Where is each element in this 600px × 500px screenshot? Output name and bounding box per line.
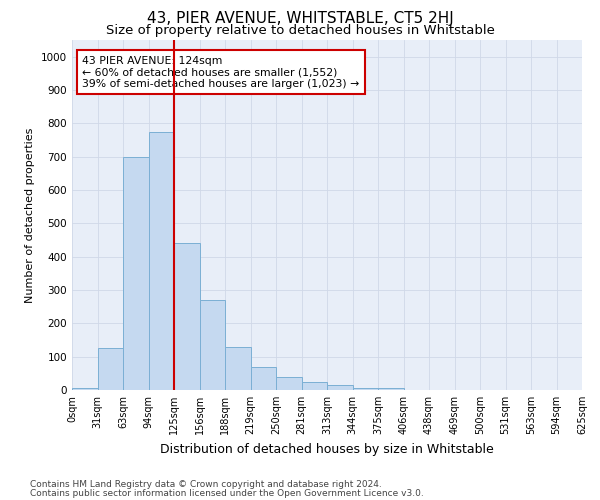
Bar <box>251 366 276 390</box>
Bar <box>97 348 123 390</box>
Text: 43 PIER AVENUE: 124sqm
← 60% of detached houses are smaller (1,552)
39% of semi-: 43 PIER AVENUE: 124sqm ← 60% of detached… <box>82 56 359 89</box>
Text: Size of property relative to detached houses in Whitstable: Size of property relative to detached ho… <box>106 24 494 37</box>
Bar <box>72 388 97 390</box>
Y-axis label: Number of detached properties: Number of detached properties <box>25 128 35 302</box>
Bar <box>174 244 199 390</box>
Text: Contains HM Land Registry data © Crown copyright and database right 2024.: Contains HM Land Registry data © Crown c… <box>30 480 382 489</box>
Bar <box>149 132 174 390</box>
Bar <box>378 388 404 390</box>
Bar <box>123 156 149 390</box>
X-axis label: Distribution of detached houses by size in Whitstable: Distribution of detached houses by size … <box>160 442 494 456</box>
Bar <box>199 300 225 390</box>
Text: Contains public sector information licensed under the Open Government Licence v3: Contains public sector information licen… <box>30 488 424 498</box>
Bar <box>302 382 327 390</box>
Bar <box>327 385 353 390</box>
Text: 43, PIER AVENUE, WHITSTABLE, CT5 2HJ: 43, PIER AVENUE, WHITSTABLE, CT5 2HJ <box>146 11 454 26</box>
Bar <box>276 376 302 390</box>
Bar <box>225 346 251 390</box>
Bar <box>353 388 378 390</box>
